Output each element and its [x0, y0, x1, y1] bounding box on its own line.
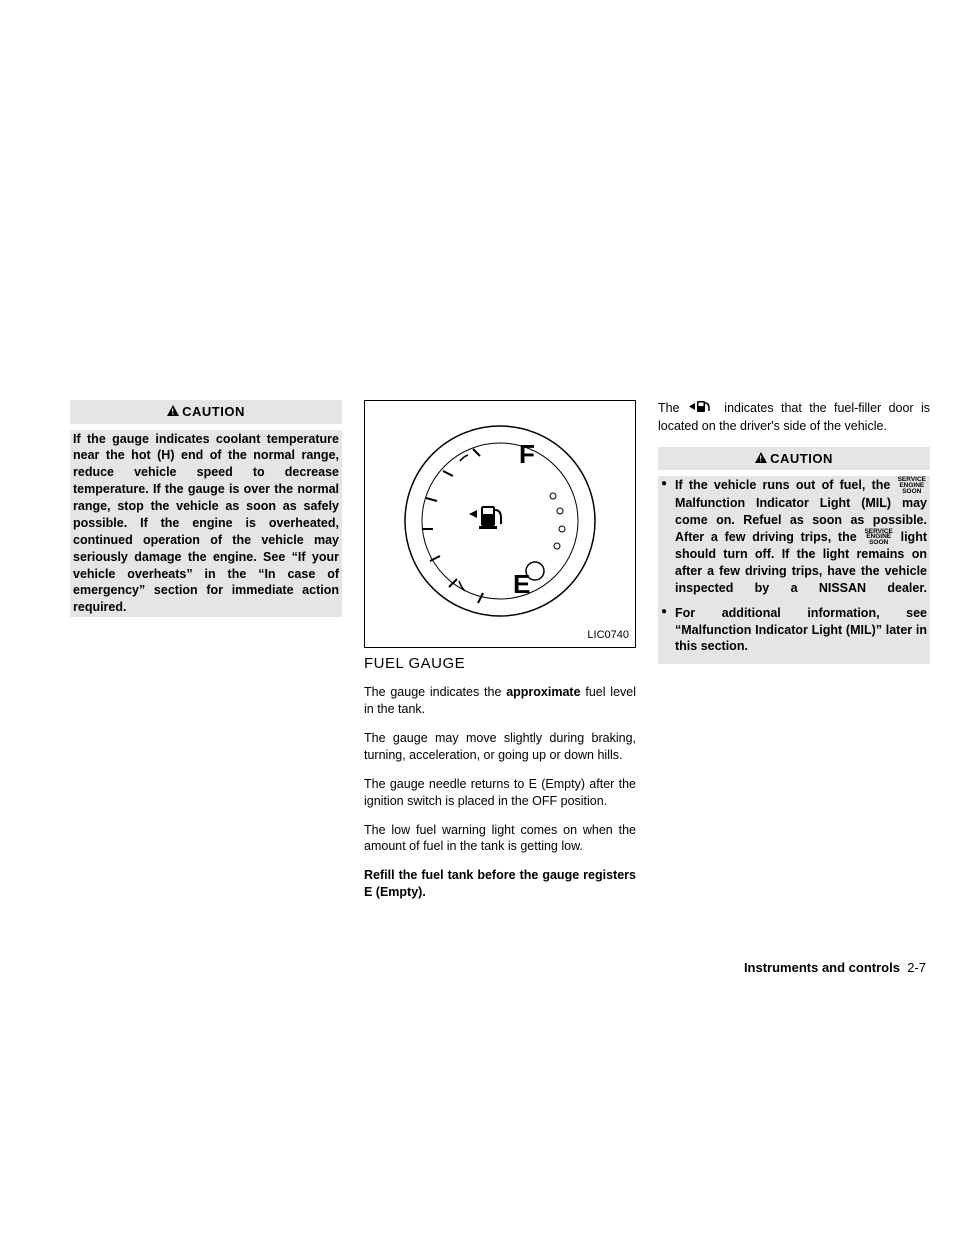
- caution-header-2: ! CAUTION: [658, 447, 930, 471]
- warning-icon: !: [167, 403, 179, 421]
- p1a: The gauge indicates the: [364, 685, 506, 699]
- p1: The gauge indicates the approximate fuel…: [364, 684, 636, 718]
- p5: Refill the fuel tank before the gauge re…: [364, 867, 636, 901]
- caution-label-1: CAUTION: [182, 404, 245, 419]
- p1b: approximate: [506, 685, 580, 699]
- caution-bullet-2: For additional information, see “Malfunc…: [661, 605, 927, 656]
- fuel-gauge-figure: F E: [364, 400, 636, 648]
- caution-body-2: If the vehicle runs out of fuel, the SER…: [658, 476, 930, 664]
- fuel-gauge-svg: F E: [365, 401, 635, 631]
- caution-header-1: ! CAUTION: [70, 400, 342, 424]
- fuel-door-icon: [689, 400, 711, 418]
- svg-text:E: E: [513, 569, 530, 599]
- column-left: ! CAUTION If the gauge indicates coolant…: [70, 400, 342, 913]
- p4: The low fuel warning light comes on when…: [364, 822, 636, 856]
- caution-label-2: CAUTION: [770, 451, 833, 466]
- svg-text:!: !: [760, 454, 763, 463]
- page-content: ! CAUTION If the gauge indicates coolant…: [70, 400, 930, 913]
- warning-icon-2: !: [755, 450, 767, 468]
- column-right: The indicates that the fuel-filler door …: [658, 400, 930, 913]
- caution-text-1: If the gauge indicates coolant temperatu…: [73, 432, 339, 615]
- column-middle: F E: [364, 400, 636, 913]
- p3: The gauge needle returns to E (Empty) af…: [364, 776, 636, 810]
- intro-a: The: [658, 401, 687, 415]
- caution-bullet-1: If the vehicle runs out of fuel, the SER…: [661, 477, 927, 596]
- figure-code: LIC0740: [587, 628, 629, 643]
- svg-text:!: !: [172, 408, 175, 417]
- p2: The gauge may move slightly during braki…: [364, 730, 636, 764]
- ses-icon-2: SERVICEENGINESOON: [864, 529, 892, 547]
- footer-page: 2-7: [907, 960, 926, 975]
- ses-icon-1: SERVICEENGINESOON: [898, 477, 926, 495]
- footer-section: Instruments and controls: [744, 960, 900, 975]
- page-footer: Instruments and controls 2-7: [744, 960, 926, 975]
- intro-para: The indicates that the fuel-filler door …: [658, 400, 930, 435]
- section-title: FUEL GAUGE: [364, 654, 636, 674]
- svg-text:F: F: [519, 439, 535, 469]
- caution-body-1: If the gauge indicates coolant temperatu…: [70, 430, 342, 618]
- b1a: If the vehicle runs out of fuel, the: [675, 478, 897, 492]
